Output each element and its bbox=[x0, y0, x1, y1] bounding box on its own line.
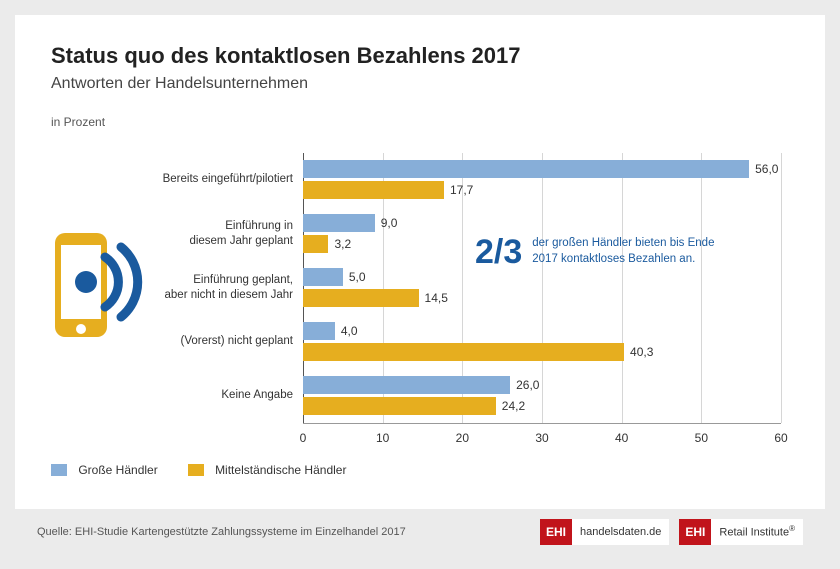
value-label: 26,0 bbox=[510, 378, 539, 392]
value-label: 24,2 bbox=[496, 399, 525, 413]
ehi-badge: EHI handelsdaten.de bbox=[540, 519, 669, 545]
ehi-badge-prefix: EHI bbox=[679, 519, 711, 545]
bar-series-1: 17,7 bbox=[303, 181, 444, 199]
value-label: 56,0 bbox=[749, 162, 778, 176]
x-axis: 0102030405060 bbox=[303, 423, 781, 451]
category-label: Bereits eingeführt/pilotiert bbox=[161, 172, 303, 186]
category-label: Einführung indiesem Jahr geplant bbox=[161, 219, 303, 248]
chart-row: Keine Angabe 26,0 24,2 bbox=[161, 369, 781, 423]
bar-series-0: 5,0 bbox=[303, 268, 343, 286]
bar-series-1: 14,5 bbox=[303, 289, 419, 307]
phone-button bbox=[76, 324, 86, 334]
card: Status quo des kontaktlosen Bezahlens 20… bbox=[15, 15, 825, 555]
bar-series-0: 56,0 bbox=[303, 160, 749, 178]
x-tick: 0 bbox=[300, 431, 307, 445]
x-tick: 30 bbox=[535, 431, 548, 445]
x-tick: 40 bbox=[615, 431, 628, 445]
footer: Quelle: EHI-Studie Kartengestützte Zahlu… bbox=[15, 509, 825, 555]
value-label: 14,5 bbox=[419, 291, 448, 305]
source-text: Quelle: EHI-Studie Kartengestützte Zahlu… bbox=[37, 526, 406, 538]
chart-row: Bereits eingeführt/pilotiert 56,0 17,7 bbox=[161, 153, 781, 207]
nfc-dot bbox=[75, 271, 97, 293]
bar-series-1: 24,2 bbox=[303, 397, 496, 415]
ehi-badge-text: handelsdaten.de bbox=[572, 526, 669, 538]
callout-text: der großen Händler bieten bis Ende 2017 … bbox=[532, 236, 722, 267]
bar-series-0: 4,0 bbox=[303, 322, 335, 340]
value-label: 3,2 bbox=[328, 237, 351, 251]
value-label: 17,7 bbox=[444, 183, 473, 197]
bar-series-0: 26,0 bbox=[303, 376, 510, 394]
value-label: 40,3 bbox=[624, 345, 653, 359]
ehi-badge-prefix: EHI bbox=[540, 519, 572, 545]
category-label: Keine Angabe bbox=[161, 388, 303, 402]
legend-label-1: Mittelständische Händler bbox=[215, 463, 346, 477]
ehi-badge-text: Retail Institute® bbox=[711, 524, 803, 539]
value-label: 5,0 bbox=[343, 270, 366, 284]
chart-row: (Vorerst) nicht geplant 4,0 40,3 bbox=[161, 315, 781, 369]
value-label: 9,0 bbox=[375, 216, 398, 230]
nfc-wave-1 bbox=[105, 257, 118, 307]
value-label: 4,0 bbox=[335, 324, 358, 338]
legend-item-1: Mittelständische Händler bbox=[188, 463, 347, 477]
x-tick: 60 bbox=[774, 431, 787, 445]
x-tick: 20 bbox=[456, 431, 469, 445]
legend-swatch-1 bbox=[188, 464, 204, 476]
unit-label: in Prozent bbox=[51, 115, 789, 129]
chart-subtitle: Antworten der Handelsunternehmen bbox=[51, 75, 789, 93]
callout: 2/3 der großen Händler bieten bis Ende 2… bbox=[475, 233, 722, 272]
ehi-badge: EHI Retail Institute® bbox=[679, 519, 803, 545]
legend: Große Händler Mittelständische Händler bbox=[51, 463, 346, 477]
nfc-wave-2 bbox=[121, 247, 138, 317]
bar-chart: Bereits eingeführt/pilotiert 56,0 17,7 E… bbox=[161, 153, 781, 451]
bar-series-0: 9,0 bbox=[303, 214, 375, 232]
contactless-phone-icon bbox=[49, 227, 149, 347]
legend-item-0: Große Händler bbox=[51, 463, 158, 477]
bar-series-1: 3,2 bbox=[303, 235, 328, 253]
bar-series-1: 40,3 bbox=[303, 343, 624, 361]
x-tick: 10 bbox=[376, 431, 389, 445]
legend-label-0: Große Händler bbox=[78, 463, 157, 477]
category-label: Einführung geplant,aber nicht in diesem … bbox=[161, 273, 303, 302]
category-label: (Vorerst) nicht geplant bbox=[161, 334, 303, 348]
chart-title: Status quo des kontaktlosen Bezahlens 20… bbox=[51, 43, 789, 69]
callout-fraction: 2/3 bbox=[475, 233, 522, 272]
x-tick: 50 bbox=[695, 431, 708, 445]
legend-swatch-0 bbox=[51, 464, 67, 476]
